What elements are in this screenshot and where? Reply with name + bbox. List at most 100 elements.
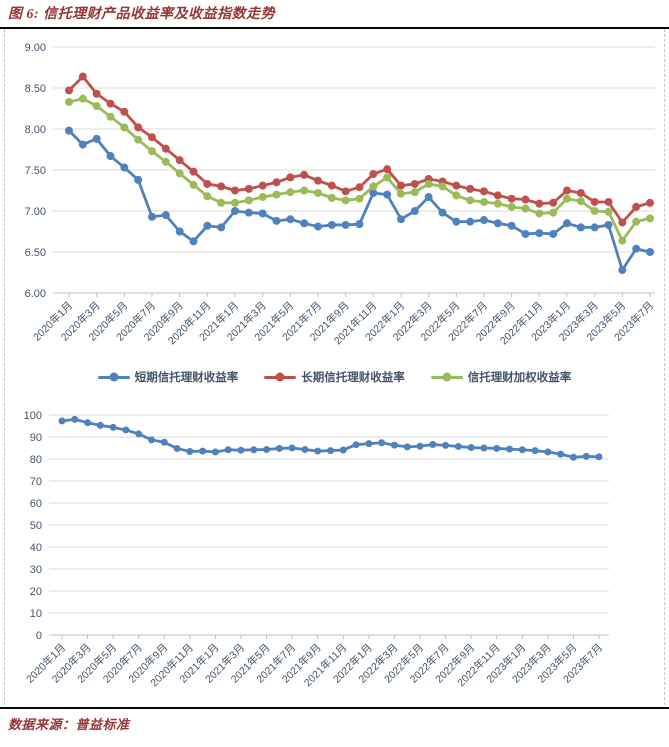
data-point bbox=[231, 186, 239, 195]
data-point bbox=[92, 102, 101, 111]
data-point bbox=[521, 229, 530, 238]
data-point bbox=[258, 181, 267, 190]
data-point bbox=[397, 189, 405, 198]
y-axis-tick-label: 60 bbox=[30, 498, 42, 510]
data-point bbox=[466, 184, 475, 193]
data-point bbox=[160, 438, 168, 446]
data-point bbox=[618, 266, 627, 275]
data-point bbox=[120, 163, 129, 172]
y-axis-tick-label: 7.50 bbox=[25, 165, 46, 177]
y-axis-tick-label: 8.50 bbox=[25, 83, 46, 95]
data-point bbox=[646, 198, 654, 207]
data-point bbox=[618, 218, 627, 227]
data-point bbox=[148, 147, 156, 156]
data-point bbox=[549, 198, 558, 207]
data-point bbox=[341, 187, 350, 196]
data-point bbox=[369, 188, 378, 197]
data-point bbox=[365, 440, 373, 448]
data-point bbox=[78, 94, 87, 103]
y-axis-tick-label: 40 bbox=[30, 542, 42, 554]
data-point bbox=[300, 186, 309, 195]
data-point bbox=[646, 214, 654, 223]
data-point bbox=[175, 227, 184, 236]
data-point bbox=[595, 453, 603, 461]
data-point bbox=[531, 447, 539, 455]
legend-marker-short-term-icon bbox=[97, 372, 130, 382]
data-point bbox=[217, 198, 226, 207]
data-point bbox=[557, 450, 565, 458]
data-point bbox=[244, 196, 253, 205]
data-point bbox=[383, 190, 392, 199]
y-axis-tick-label: 9.00 bbox=[25, 42, 46, 54]
data-point bbox=[632, 202, 641, 211]
data-point bbox=[84, 419, 92, 427]
data-point bbox=[590, 197, 599, 206]
data-point bbox=[65, 97, 73, 106]
data-point bbox=[544, 448, 552, 456]
legend-marker-long-term-icon bbox=[264, 372, 297, 382]
data-point bbox=[211, 448, 219, 456]
data-point bbox=[369, 182, 378, 191]
data-point bbox=[135, 430, 143, 438]
data-point bbox=[203, 179, 212, 188]
data-point bbox=[452, 191, 461, 200]
data-point bbox=[224, 446, 232, 454]
legend-marker-weighted-icon bbox=[430, 372, 463, 382]
data-point bbox=[78, 140, 87, 149]
data-point bbox=[92, 134, 101, 143]
y-axis-tick-label: 70 bbox=[30, 476, 42, 488]
data-point bbox=[161, 157, 170, 166]
data-point bbox=[632, 217, 641, 226]
data-point bbox=[189, 180, 198, 189]
data-point bbox=[314, 447, 322, 455]
data-point bbox=[563, 219, 571, 228]
data-point bbox=[258, 209, 267, 218]
data-point bbox=[480, 187, 488, 196]
data-point bbox=[410, 179, 419, 188]
data-point bbox=[535, 199, 544, 208]
data-point bbox=[576, 197, 585, 206]
data-point bbox=[301, 446, 309, 454]
data-point bbox=[493, 191, 502, 200]
data-point bbox=[390, 441, 398, 449]
data-point bbox=[65, 86, 73, 95]
data-point bbox=[237, 446, 245, 454]
data-point bbox=[217, 223, 226, 232]
data-point bbox=[466, 196, 475, 205]
data-point bbox=[416, 442, 424, 450]
data-point bbox=[203, 192, 212, 201]
data-point bbox=[175, 169, 184, 178]
data-point bbox=[466, 217, 475, 226]
data-point bbox=[576, 188, 585, 197]
data-point bbox=[480, 197, 488, 206]
data-point bbox=[92, 89, 101, 98]
data-point bbox=[231, 198, 239, 207]
data-point bbox=[590, 223, 599, 232]
data-point bbox=[327, 193, 336, 202]
data-point bbox=[134, 175, 143, 184]
data-point bbox=[563, 194, 571, 203]
data-point bbox=[493, 199, 502, 208]
data-point bbox=[563, 186, 571, 195]
data-point bbox=[604, 197, 613, 206]
data-point bbox=[189, 167, 198, 176]
data-point bbox=[161, 144, 170, 153]
data-point bbox=[646, 248, 654, 256]
y-axis-tick-label: 6.50 bbox=[25, 247, 46, 259]
data-point bbox=[452, 181, 461, 190]
data-point bbox=[454, 442, 462, 450]
data-point bbox=[78, 72, 87, 81]
legend-label-weighted: 信托理财加权收益率 bbox=[467, 372, 572, 384]
data-point bbox=[507, 202, 516, 211]
data-point bbox=[272, 178, 281, 187]
data-point bbox=[352, 441, 360, 449]
data-point bbox=[410, 207, 419, 215]
data-point bbox=[148, 133, 156, 142]
y-axis-tick-label: 30 bbox=[30, 564, 42, 576]
data-point bbox=[521, 204, 530, 213]
data-point bbox=[410, 188, 419, 197]
y-axis-tick-label: 7.00 bbox=[25, 206, 46, 218]
data-point bbox=[314, 222, 322, 231]
y-axis-tick-label: 80 bbox=[30, 454, 42, 466]
